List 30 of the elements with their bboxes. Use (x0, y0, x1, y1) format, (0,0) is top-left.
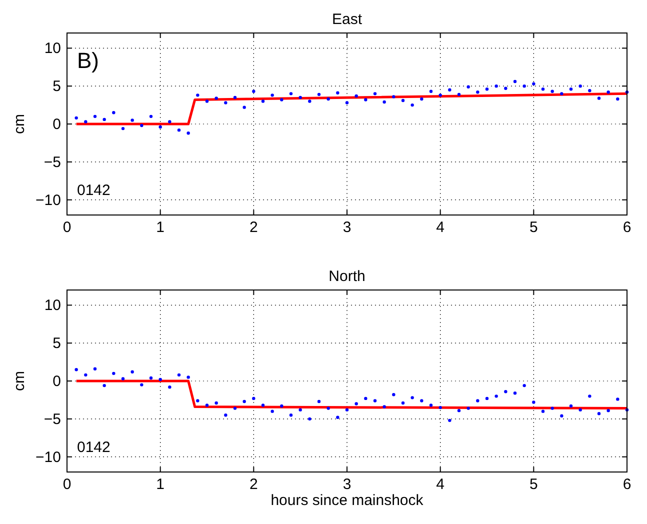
chart-title: North (328, 268, 366, 285)
x-tick-label: 4 (436, 476, 445, 493)
y-tick-label: 5 (52, 335, 61, 352)
y-tick-label: −10 (36, 192, 61, 209)
y-axis-title: cm (11, 371, 28, 391)
y-tick-label: 0 (52, 373, 61, 390)
x-tick-label: 4 (436, 219, 445, 236)
x-tick-label: 3 (342, 219, 352, 236)
y-tick-label: −5 (44, 154, 61, 171)
x-tick-label: 5 (529, 476, 538, 493)
annotation: B) (77, 48, 99, 73)
y-axis-title: cm (11, 114, 28, 134)
x-tick-label: 6 (622, 219, 632, 236)
y-tick-label: −10 (36, 448, 61, 466)
annotation: 0142 (77, 182, 110, 199)
x-tick-label: 2 (249, 219, 258, 236)
y-tick-label: 5 (52, 78, 61, 96)
x-tick-label: 1 (156, 476, 165, 493)
y-tick-label: 10 (44, 297, 61, 314)
x-axis-title: hours since mainshock (270, 492, 424, 509)
x-tick-label: 6 (622, 476, 632, 493)
chart-title: East (332, 11, 363, 28)
y-tick-label: 0 (52, 116, 61, 133)
x-tick-label: 2 (249, 476, 258, 493)
y-tick-label: −5 (44, 410, 61, 428)
x-tick-label: 5 (529, 219, 538, 236)
x-tick-label: 1 (156, 219, 165, 236)
x-tick-label: 3 (342, 476, 352, 493)
annotation: 0142 (77, 439, 110, 456)
y-tick-label: 10 (44, 40, 61, 58)
